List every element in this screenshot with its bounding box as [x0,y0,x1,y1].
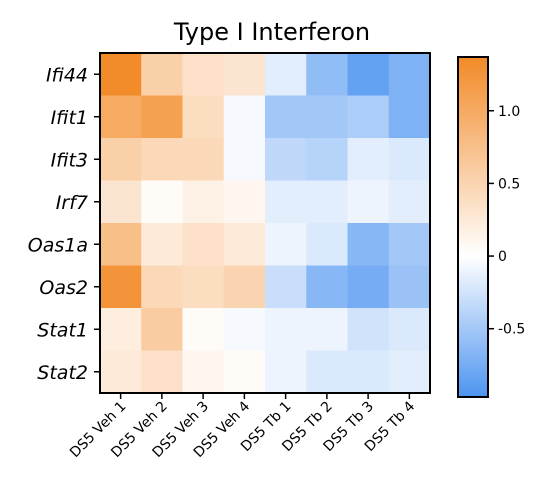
heatmap-cell [347,53,390,97]
heatmap-cell [306,308,349,352]
heatmap-cell [182,138,225,182]
heatmap-cell [265,350,307,394]
row-label: Stat1 [37,319,88,341]
heatmap-cell [141,53,184,97]
heatmap-cell [388,308,431,352]
heatmap-cell [265,95,307,139]
heatmap-cell [388,350,431,394]
heatmap-cell [388,223,431,267]
heatmap-cell [347,350,390,394]
heatmap-border [99,52,431,394]
heatmap-cell [347,308,390,352]
heatmap-cell [306,350,349,394]
heatmap-cell [182,180,225,224]
heatmap-cell [388,53,431,97]
heatmap-cell [100,308,142,352]
heatmap-cell [347,265,390,309]
heatmap-cell [100,223,142,267]
heatmap-cell [223,53,266,97]
heatmap-cell [347,223,390,267]
row-label: Ifit1 [51,107,88,129]
heatmap-cell [265,265,307,309]
heatmap-cell [100,350,142,394]
colorbar-tick-label: 0.5 [498,176,520,192]
heatmap-cell [306,53,349,97]
heatmap-cell [265,138,307,182]
heatmap-cell [182,308,225,352]
row-label: Irf7 [56,192,88,214]
heatmap-cell [100,180,142,224]
heatmap-cell [306,265,349,309]
heatmap-cell [141,223,184,267]
heatmap-cell [141,180,184,224]
heatmap-cell [223,180,266,224]
heatmap-cell [388,265,431,309]
colorbar-tick-label: 0 [498,249,507,265]
row-label: Oas1a [28,234,88,256]
heatmap-cell [388,95,431,139]
heatmap-cell [347,180,390,224]
row-label: Ifit3 [51,149,88,171]
heatmap-cell [182,265,225,309]
heatmap-cell [182,350,225,394]
heatmap-cell [223,308,266,352]
colorbar [457,56,489,398]
heatmap-cell [265,53,307,97]
heatmap-cell [141,350,184,394]
colorbar-tick-label: 1.0 [498,104,520,120]
heatmap-cell [223,95,266,139]
heatmap-cell [141,95,184,139]
heatmap-cell [100,53,142,97]
heatmap-cell [388,180,431,224]
heatmap-cell [182,223,225,267]
heatmap-cell [100,95,142,139]
heatmap-cell [347,95,390,139]
heatmap-cell [388,138,431,182]
colorbar-ticks: 1.0 0.5 0 -0.5 [488,104,525,338]
heatmap-cell [223,138,266,182]
row-labels: Ifi44 Ifit1 Ifit3 Irf7 Oas1a Oas2 Stat1 Stat2 [28,64,100,384]
heatmap-cell [306,180,349,224]
heatmap-cell [223,350,266,394]
heatmap-cell [182,95,225,139]
heatmap-cell [306,95,349,139]
heatmap-cell [223,223,266,267]
heatmap-cell [141,138,184,182]
heatmap-cell [265,223,307,267]
heatmap-cell [306,223,349,267]
row-label: Ifi44 [46,64,88,86]
colorbar-tick-label: -0.5 [498,322,525,338]
row-label: Oas2 [39,277,88,299]
heatmap-cells [100,53,431,394]
heatmap-cell [347,138,390,182]
heatmap-cell [100,138,142,182]
heatmap-cell [182,53,225,97]
heatmap-cell [141,265,184,309]
row-label: Stat2 [37,362,88,384]
chart-title: Type I Interferon [173,18,370,46]
heatmap-cell [306,138,349,182]
heatmap-cell [223,265,266,309]
heatmap-cell [265,180,307,224]
heatmap-cell [100,265,142,309]
heatmap-cell [265,308,307,352]
heatmap-cell [141,308,184,352]
